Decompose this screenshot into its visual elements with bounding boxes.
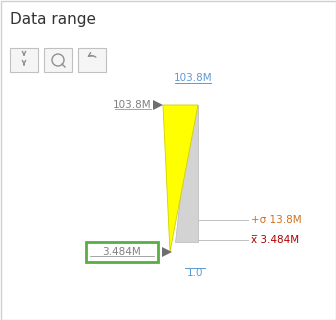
FancyBboxPatch shape xyxy=(10,48,38,72)
Text: 103.8M: 103.8M xyxy=(112,100,151,110)
Polygon shape xyxy=(153,100,163,110)
FancyBboxPatch shape xyxy=(86,242,158,262)
Text: x̅ 3.484M: x̅ 3.484M xyxy=(251,235,299,245)
Polygon shape xyxy=(162,247,172,257)
Text: 3.484M: 3.484M xyxy=(102,247,141,257)
Polygon shape xyxy=(163,105,198,252)
FancyBboxPatch shape xyxy=(44,48,72,72)
Text: Data range: Data range xyxy=(10,12,96,27)
Text: 1.0: 1.0 xyxy=(187,268,203,278)
Polygon shape xyxy=(175,105,198,242)
FancyBboxPatch shape xyxy=(78,48,106,72)
Text: +σ 13.8M: +σ 13.8M xyxy=(251,215,302,225)
Text: 103.8M: 103.8M xyxy=(174,73,212,83)
